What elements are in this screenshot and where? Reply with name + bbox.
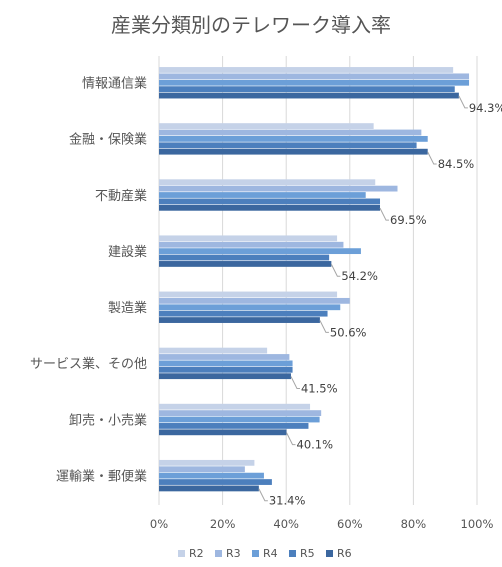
data-label: 84.5% [438, 157, 475, 171]
bar [159, 92, 459, 99]
bar [159, 466, 245, 473]
x-tick-label: 60% [337, 517, 363, 531]
legend-label: R6 [337, 547, 352, 560]
bar [159, 142, 417, 149]
category-label: 運輸業・郵便業 [56, 468, 147, 484]
bar [159, 79, 470, 86]
bars [159, 67, 470, 492]
bar [159, 235, 338, 242]
bar [159, 410, 322, 417]
legend-label: R4 [263, 547, 278, 560]
data-label: 40.1% [297, 438, 334, 452]
data-labels: 94.3% 84.5% 69.5% 54.2% 50.6% 41.5% 40.1% 31.4% [269, 101, 502, 508]
leader-line [319, 320, 329, 333]
data-label: 31.4% [269, 494, 306, 508]
legend-swatch [178, 550, 185, 557]
bar [159, 179, 376, 186]
bar [159, 317, 320, 323]
leader-line [458, 95, 468, 109]
category-label: 情報通信業 [82, 76, 147, 92]
x-tick-label: 40% [273, 517, 299, 531]
bar [159, 129, 422, 136]
bar [159, 366, 293, 373]
bar [159, 185, 398, 192]
category-label: 金融・保険業 [69, 132, 147, 148]
leader-line [290, 376, 300, 389]
bar [159, 403, 311, 410]
leader-line [379, 207, 390, 221]
bar [159, 123, 374, 129]
x-tick-label: 20% [210, 517, 236, 531]
bar [159, 360, 293, 367]
bar [159, 248, 361, 255]
bar [159, 67, 454, 73]
bar [159, 416, 320, 423]
bar [159, 192, 366, 198]
bar [159, 204, 381, 211]
x-tick-label: 80% [401, 517, 427, 531]
legend: R2 R3 R4 R5 R6 [178, 547, 352, 560]
bar [159, 73, 470, 80]
data-label: 50.6% [330, 325, 367, 339]
chart-title: 産業分類別のテレワーク導入率 [111, 13, 391, 37]
bar [159, 304, 341, 311]
leader-line [427, 151, 437, 165]
bar [159, 254, 330, 261]
bar [159, 347, 268, 354]
category-labels: 情報通信業金融・保険業不動産業建設業製造業サービス業、その他卸売・小売業運輸業・… [30, 76, 147, 485]
legend-label: R3 [226, 547, 241, 560]
legend-swatch [252, 550, 259, 557]
data-label: 54.2% [341, 269, 378, 283]
legend-swatch [326, 550, 333, 557]
bar [159, 241, 344, 248]
bar [159, 291, 338, 298]
legend-label: R5 [300, 547, 315, 560]
category-label: 製造業 [108, 300, 147, 316]
bar [159, 479, 272, 485]
bar [159, 310, 328, 317]
data-label: 94.3% [469, 101, 502, 115]
category-label: 卸売・小売業 [69, 412, 147, 428]
leader-lines [258, 95, 468, 502]
bar [159, 135, 428, 142]
bar [159, 261, 332, 267]
bar [159, 423, 309, 429]
bar [159, 429, 287, 436]
bar [159, 297, 350, 304]
bar [159, 373, 291, 380]
data-label: 69.5% [390, 213, 427, 227]
x-tick-label: 100% [461, 517, 494, 531]
x-tick-label: 0% [150, 517, 168, 531]
data-label: 41.5% [301, 381, 338, 395]
x-tick-labels: 0% 20% 40% 60% 80% 100% [150, 517, 494, 531]
legend-label: R2 [189, 547, 204, 560]
category-label: 不動産業 [95, 188, 147, 204]
leader-line [258, 488, 268, 502]
leader-line [286, 432, 296, 446]
legend-swatch [289, 550, 296, 557]
bar [159, 198, 381, 205]
legend-swatch [215, 550, 222, 557]
bar [159, 485, 259, 492]
category-label: サービス業、その他 [30, 356, 147, 372]
leader-line [330, 264, 341, 277]
category-label: 建設業 [108, 244, 147, 260]
bar [159, 148, 428, 155]
bar [159, 354, 290, 360]
bar [159, 472, 264, 479]
bar [159, 459, 255, 466]
bar [159, 86, 455, 93]
